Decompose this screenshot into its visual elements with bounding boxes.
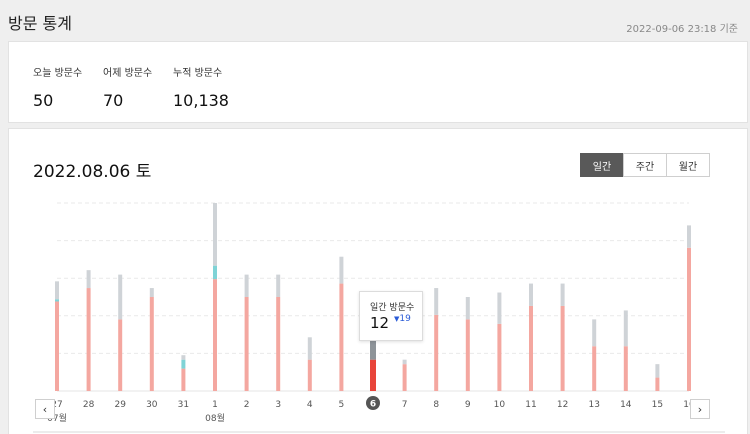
bar-accent — [55, 299, 59, 302]
bar-other — [687, 225, 691, 248]
bar-other — [149, 288, 154, 297]
tick-label: 14 — [620, 400, 632, 410]
stat-total-value: 10,138 — [173, 91, 229, 110]
bar-main — [497, 323, 502, 391]
bar-other — [339, 256, 344, 284]
bar-other — [529, 283, 533, 306]
bar-main — [623, 346, 628, 391]
tick-label: 15 — [652, 400, 663, 410]
tab-daily[interactable]: 일간 — [580, 153, 624, 177]
bar-other — [276, 274, 281, 297]
stat-yesterday-label: 어제 방문수 — [103, 68, 153, 79]
bar-other — [434, 288, 439, 315]
tick-label: 28 — [83, 400, 95, 410]
stat-today: 오늘 방문수 50 — [33, 64, 82, 110]
next-button[interactable]: › — [690, 399, 710, 419]
bar-main — [181, 368, 186, 391]
bar-main — [149, 297, 154, 391]
bar-other — [592, 319, 597, 347]
stat-total: 누적 방문수 10,138 — [173, 64, 229, 110]
header: 방문 통계 2022-09-06 23:18 기준 — [0, 0, 750, 40]
tick-label: 29 — [114, 400, 126, 410]
bar-accent — [213, 265, 217, 280]
tick-label: 2 — [244, 400, 250, 410]
selected-day-marker — [366, 396, 380, 410]
tick-label: 16 — [683, 400, 695, 410]
bar-other — [244, 274, 249, 297]
bar-main — [370, 359, 376, 391]
page-title: 방문 통계 — [8, 14, 72, 33]
tooltip-change-value: 19 — [399, 314, 411, 324]
bar-main — [244, 297, 249, 391]
bar-main — [592, 346, 597, 391]
bar-other — [55, 281, 59, 300]
stat-yesterday: 어제 방문수 70 — [103, 64, 152, 110]
tick-label: 5 — [339, 400, 345, 410]
bar-other — [307, 337, 312, 360]
tooltip-label: 일간 방문수 — [370, 303, 415, 313]
tick-label: 13 — [588, 400, 599, 410]
chart-card: 27 28 29 30 31 1 2 3 4 5 6 7 8 9 10 11 12 13 14 15 16 07월 08월 … — [8, 128, 748, 434]
tick-label: 31 — [178, 400, 189, 410]
tick-label: 1 — [212, 400, 218, 410]
bar-main — [213, 279, 217, 391]
bar-other — [623, 310, 628, 347]
tick-label: 11 — [525, 400, 536, 410]
stat-today-value: 50 — [33, 91, 54, 110]
bar-other — [560, 283, 565, 306]
tick-label: 4 — [307, 400, 313, 410]
bar-main — [560, 305, 565, 391]
chart-tooltip: 일간 방문수 12 ▼19 — [359, 291, 423, 341]
bar-accent — [181, 359, 186, 369]
tick-label: 12 — [557, 400, 568, 410]
bar-other — [402, 359, 407, 365]
bar-main — [529, 305, 533, 391]
chevron-right-icon: › — [697, 402, 703, 416]
bar-main — [55, 301, 59, 391]
tick-label: 30 — [146, 400, 158, 410]
period-toggle: 일간 주간 월간 — [580, 153, 710, 177]
month-label: 08월 — [205, 412, 225, 424]
arrow-down-icon: ▼ — [394, 315, 400, 323]
tick-label: 9 — [465, 400, 471, 410]
bar-other — [181, 355, 186, 360]
bar-main — [276, 297, 281, 391]
bar-other — [465, 297, 470, 320]
tab-monthly[interactable]: 월간 — [666, 153, 710, 177]
tick-label: 6 — [370, 400, 376, 410]
chevron-left-icon: ‹ — [42, 402, 48, 416]
tooltip-value: 12 — [370, 314, 390, 332]
bar-main — [434, 314, 439, 391]
tick-label: 8 — [433, 400, 439, 410]
bar-main — [307, 359, 312, 391]
timestamp: 2022-09-06 23:18 기준 — [626, 24, 738, 35]
bar-main — [655, 377, 660, 391]
bar-other — [213, 203, 217, 266]
bar-other — [118, 274, 123, 320]
bar-main — [339, 283, 344, 391]
bar-other — [655, 364, 660, 378]
tick-label: 7 — [402, 400, 408, 410]
tick-label: 3 — [275, 400, 281, 410]
bar-main — [402, 364, 407, 391]
bar-main — [86, 288, 91, 391]
tab-weekly[interactable]: 주간 — [623, 153, 667, 177]
bar-main — [465, 319, 470, 391]
stat-total-label: 누적 방문수 — [173, 68, 223, 79]
stat-yesterday-value: 70 — [103, 91, 124, 110]
bar-other — [86, 270, 91, 289]
bar-main — [118, 319, 123, 391]
date-title: 2022.08.06 토 — [33, 162, 152, 182]
bar-other — [370, 337, 376, 360]
tick-label: 10 — [494, 400, 506, 410]
stat-today-label: 오늘 방문수 — [33, 68, 83, 79]
prev-button[interactable]: ‹ — [35, 399, 55, 419]
summary-card: 오늘 방문수 50 어제 방문수 70 누적 방문수 10,138 — [8, 41, 748, 123]
bar-other — [497, 292, 502, 324]
bar-main — [687, 247, 691, 391]
tick-label: 27 — [51, 400, 62, 410]
tooltip-change: ▼19 — [394, 314, 411, 324]
